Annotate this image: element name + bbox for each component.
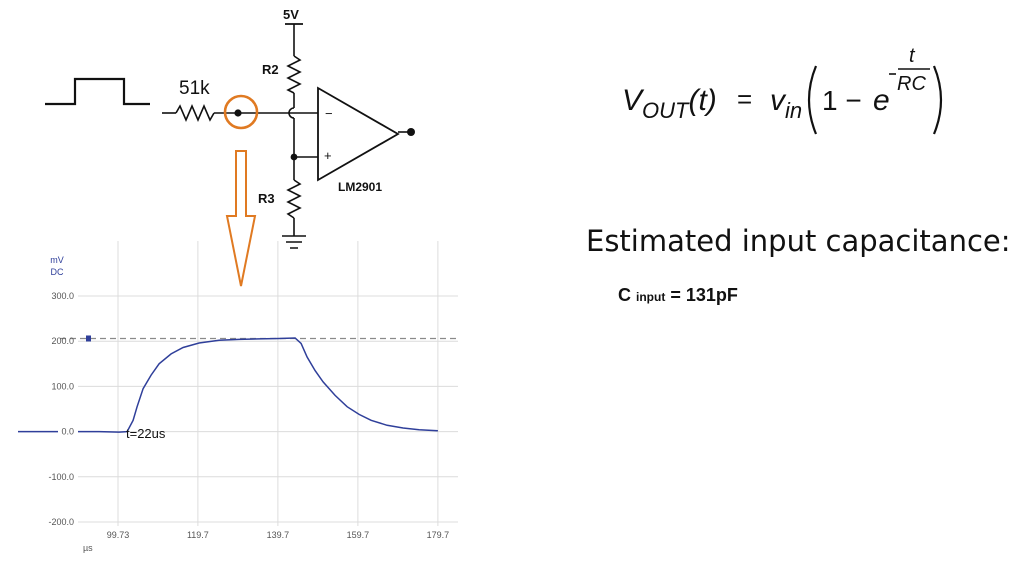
opamp-minus-sign: −: [325, 106, 333, 121]
formula-out-sub: OUT: [642, 98, 690, 123]
probe-point-circle: [223, 94, 259, 130]
x-tick-label: 159.7: [347, 530, 370, 540]
opamp-lm2901: [317, 86, 400, 182]
formula-v: V: [622, 84, 645, 117]
probe-arrow: [225, 150, 257, 287]
formula-vin: v: [770, 84, 787, 117]
y-unit-label: mV: [50, 255, 64, 265]
x-tick-label: 179.7: [427, 530, 450, 540]
probe-node-dot: [234, 109, 242, 117]
y-tick-label: 100.0: [51, 381, 74, 391]
formula-exp-den: RC: [897, 73, 926, 95]
formula-one-minus: 1 −: [822, 85, 862, 116]
formula-arg: (t): [688, 84, 716, 117]
x-tick-label: 119.7: [187, 530, 209, 540]
svg-text:VOUT(t): VOUT(t): [622, 84, 717, 123]
y-axis-ticks: 300.0 200.0 100.0 0.0 -100.0 -200.0: [48, 291, 74, 527]
scope-grid: [78, 241, 458, 526]
coupling-label: DC: [51, 267, 64, 277]
y-tick-label: 200.0: [51, 336, 74, 346]
formula-in-sub: in: [785, 98, 802, 123]
r2-label: R2: [262, 62, 279, 77]
y-tick-label: 0.0: [61, 427, 74, 437]
resistor-r3: [286, 179, 302, 219]
capacitance-subscript: input: [636, 290, 666, 304]
input-resistor-label: 51k: [179, 78, 210, 99]
formula-left-paren: [807, 65, 818, 135]
y-tick-label: -100.0: [48, 472, 74, 482]
ground-symbol: [282, 218, 306, 249]
wire-crossover: [288, 107, 295, 119]
svg-text:vin: vin: [770, 84, 802, 123]
time-annotation: t=22us: [126, 426, 166, 441]
formula-right-paren: [932, 65, 943, 135]
formula-exp-num: t: [909, 45, 916, 67]
capacitance-value: C input = 131pF: [618, 285, 738, 306]
waveform-trace: [18, 337, 438, 433]
output-dot: [407, 128, 415, 136]
opamp-plus-sign: +: [324, 148, 332, 163]
r3-label: R3: [258, 191, 275, 206]
y-tick-label: -200.0: [48, 517, 74, 527]
oscilloscope-plot: 300.0 200.0 100.0 0.0 -100.0 -200.0 99.73 119.…: [18, 241, 458, 553]
resistor-r2: [286, 55, 302, 94]
y-tick-label: 300.0: [51, 291, 74, 301]
x-axis-ticks: 99.73 119.7 139.7 159.7 179.7: [107, 530, 449, 540]
rc-charging-formula: VOUT(t) = vin 1 − e t RC: [622, 45, 943, 135]
input-resistor-51k: [175, 103, 215, 123]
reference-level-marker: [86, 335, 91, 342]
formula-e: e: [873, 84, 890, 117]
input-pulse-waveform: [45, 77, 150, 106]
capacitance-result: = 131pF: [670, 285, 738, 305]
supply-label: 5V: [283, 7, 299, 22]
circuit-schematic: 51k 5V R2 R3 − + LM2901: [45, 7, 415, 287]
x-unit-label: µs: [83, 543, 93, 553]
capacitance-symbol: C: [618, 285, 631, 305]
x-tick-label: 99.73: [107, 530, 130, 540]
formula-equals: =: [737, 84, 752, 114]
estimate-title: Estimated input capacitance:: [586, 224, 1011, 258]
x-tick-label: 139.7: [267, 530, 290, 540]
r2-to-plus-wire: [293, 93, 318, 158]
opamp-label: LM2901: [338, 180, 382, 194]
